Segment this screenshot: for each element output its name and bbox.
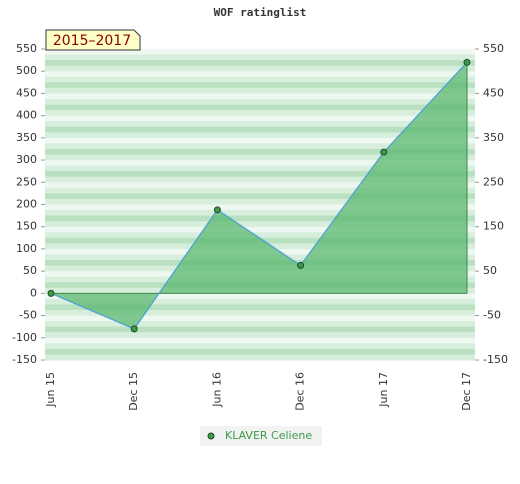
stripe (45, 98, 475, 106)
marker (463, 58, 471, 66)
annotation-box (45, 29, 141, 51)
y-tick-label: 550 (16, 42, 37, 55)
stripe (45, 221, 475, 228)
y-tick-label: 100 (16, 242, 37, 255)
stripe (45, 71, 475, 78)
stripe (45, 298, 475, 305)
y-tick-label: 250 (16, 175, 37, 188)
stripe (45, 137, 475, 144)
stripe (45, 154, 475, 161)
y2-tick-label: 450 (483, 86, 504, 99)
y-tick-label: -100 (12, 331, 37, 344)
stripe (45, 87, 475, 94)
marker (380, 148, 388, 156)
stripe (45, 193, 475, 200)
stripe (45, 198, 475, 205)
stripe (45, 310, 475, 317)
stripe (45, 49, 475, 56)
y2-tick-label: 350 (483, 131, 504, 144)
stripe (45, 348, 475, 355)
stripe (45, 165, 475, 172)
annotation: 2015–2017 (45, 29, 141, 51)
marker (130, 325, 138, 333)
marker (47, 289, 55, 297)
legend-box (200, 426, 322, 446)
stripe (45, 76, 475, 83)
annotation-text: 2015–2017 (53, 33, 131, 49)
marker (213, 206, 221, 214)
y-tick-label: 200 (16, 198, 37, 211)
x-tick-label: Dec 17 (460, 372, 473, 411)
stripe (45, 171, 475, 178)
legend-marker (207, 432, 215, 440)
y-tick-label: -50 (19, 309, 37, 322)
y-tick-label: 500 (16, 64, 37, 77)
area (51, 62, 467, 329)
y2-tick-label: -150 (483, 353, 508, 366)
stripe (45, 337, 475, 344)
y2-tick-label: 250 (483, 175, 504, 188)
x-tick-label: Jun 16 (210, 372, 223, 408)
stripe (45, 332, 475, 339)
stripe (45, 60, 475, 67)
y-tick-label: 350 (16, 131, 37, 144)
stripe (45, 187, 475, 194)
stripe (45, 204, 475, 211)
y-tick-label: 0 (30, 286, 37, 299)
y2-tick-label: 50 (483, 264, 497, 277)
y2-tick-label: 550 (483, 42, 504, 55)
stripe (45, 226, 475, 233)
stripe (45, 232, 475, 239)
stripe (45, 304, 475, 311)
chart-title: WOF ratinglist (214, 6, 307, 19)
stripe (45, 65, 475, 72)
stripe (45, 148, 475, 156)
x-tick-label: Jun 17 (377, 372, 390, 408)
stripe (45, 160, 475, 167)
y-tick-label: 450 (16, 86, 37, 99)
stripe (45, 121, 475, 128)
y-tick-label: 50 (23, 264, 37, 277)
stripe (45, 176, 475, 183)
marker (297, 261, 305, 269)
y-tick-label: 150 (16, 220, 37, 233)
stripe (45, 210, 475, 217)
stripe (45, 110, 475, 117)
stripe (45, 104, 475, 111)
x-tick-label: Jun 15 (44, 372, 57, 408)
stripe (45, 93, 475, 100)
y2-tick-label: -50 (483, 309, 501, 322)
legend: KLAVER Celiene (200, 426, 322, 446)
x-tick-label: Dec 15 (127, 372, 140, 411)
y2-tick-label: 150 (483, 220, 504, 233)
stripe (45, 143, 475, 150)
stripe (45, 182, 475, 189)
y-tick-label: 300 (16, 153, 37, 166)
stripe (45, 354, 475, 361)
stripe (45, 115, 475, 122)
stripe (45, 315, 475, 322)
stripe (45, 326, 475, 333)
stripe (45, 215, 475, 222)
legend-label: KLAVER Celiene (225, 429, 312, 442)
line (50, 61, 468, 330)
stripe (45, 82, 475, 89)
stripe (45, 54, 475, 61)
stripe (45, 343, 475, 350)
x-tick-label: Dec 16 (294, 372, 307, 411)
y-tick-label: -150 (12, 353, 37, 366)
stripe (45, 132, 475, 139)
stripe (45, 321, 475, 328)
stripe (45, 126, 475, 133)
stripe (45, 293, 475, 300)
y-tick-label: 400 (16, 109, 37, 122)
